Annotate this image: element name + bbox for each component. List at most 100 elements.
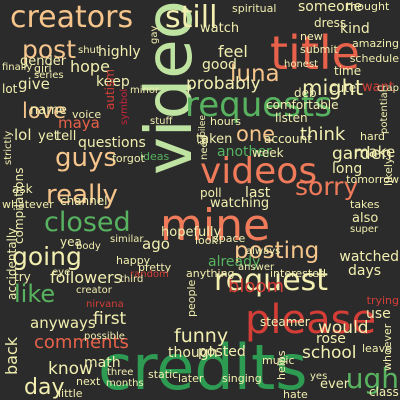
word-lol: lol: [14, 126, 32, 144]
word-another: another: [217, 144, 272, 160]
word-hope: hope: [70, 57, 110, 76]
word-people: people: [185, 279, 198, 317]
word-submit: submit: [300, 43, 338, 56]
word-music: music: [262, 354, 295, 367]
word-guys: guys: [55, 143, 117, 173]
word-leave: leave: [362, 342, 392, 355]
word-ideas: ideas: [140, 150, 170, 163]
word-ugh: ugh: [345, 362, 399, 395]
word-nirvana: nirvana: [86, 299, 124, 310]
word-little: little: [58, 387, 83, 400]
word-ask: ask: [12, 182, 33, 196]
word-long: long: [332, 161, 363, 177]
word-use: use: [366, 306, 391, 322]
word-gender: gender: [20, 54, 67, 69]
word-someone: someone: [298, 0, 363, 15]
word-ever: ever: [320, 377, 350, 392]
word-dress: dress: [314, 16, 347, 30]
word-strictly: strictly: [3, 130, 14, 165]
word-series: series: [34, 70, 64, 81]
word-make: make: [354, 143, 396, 161]
word-already: already: [208, 254, 261, 270]
word-would: would: [318, 318, 369, 338]
word-funny: funny: [174, 325, 229, 347]
word-bloom: bloom: [228, 276, 284, 297]
word-title: title: [270, 26, 360, 80]
word-account: account: [264, 132, 312, 146]
word-forgot: forgot: [112, 152, 145, 165]
word-creators: creators: [10, 0, 134, 35]
word-yea: yea: [60, 235, 82, 249]
word-requests: requests: [185, 85, 332, 125]
word-good: good: [202, 57, 237, 73]
word-still: still: [165, 0, 218, 35]
word-might: might: [302, 76, 364, 100]
word-hours: hours: [210, 115, 241, 128]
word-followers: followers: [50, 268, 122, 287]
word-sorry: sorry: [295, 172, 359, 201]
word-likely: likely: [382, 157, 395, 186]
word-super: super: [350, 224, 379, 235]
word-next: next: [76, 375, 101, 388]
word-kind: kind: [340, 21, 370, 37]
word-like: like: [14, 280, 56, 308]
word-girl: girl: [34, 62, 52, 75]
word-name: name: [30, 103, 67, 118]
word-new: new: [300, 30, 323, 43]
word-math: math: [84, 355, 121, 371]
word-ago: ago: [142, 235, 170, 253]
word-creator: creator: [76, 285, 112, 296]
word-videos: videos: [200, 151, 318, 192]
word-always: always: [246, 246, 281, 257]
word-days: days: [348, 263, 382, 279]
word-really: really: [46, 180, 118, 210]
word-body: body: [76, 241, 101, 252]
word-pretty: pretty: [138, 261, 172, 274]
word-post: post: [22, 35, 76, 64]
word-day: day: [24, 375, 65, 400]
word-love: love: [22, 99, 67, 123]
word-feel: feel: [218, 42, 248, 61]
word-random: random: [130, 269, 169, 280]
word-poll: poll: [200, 186, 222, 200]
word-look: look: [195, 234, 218, 247]
word-though: though: [168, 345, 218, 361]
word-back: back: [2, 336, 21, 375]
word-months: months: [106, 378, 144, 389]
word-takes: takes: [350, 198, 380, 211]
word-one: one: [236, 122, 276, 146]
word-yes: yes: [310, 371, 328, 382]
word-crap: crap: [376, 83, 399, 94]
word-possible: possible: [84, 331, 125, 342]
word-maya: maya: [58, 114, 100, 132]
word-know: know: [48, 359, 93, 379]
word-want: want: [362, 80, 394, 95]
word-trying: trying: [366, 294, 399, 307]
word-comments: comments: [34, 332, 129, 353]
word-class: class: [369, 385, 399, 399]
word-closed: closed: [44, 207, 131, 238]
word-rose: rose: [316, 331, 346, 347]
word-space: space: [213, 232, 246, 245]
word-gay: gay: [149, 25, 160, 44]
word-taken: taken: [196, 132, 233, 147]
word-yet: yet: [38, 129, 59, 144]
word-happy: happy: [116, 254, 151, 267]
word-finally: finally: [2, 62, 33, 73]
word-also: also: [352, 211, 379, 226]
word-posting: posting: [234, 238, 320, 264]
word-jubilee: jubilee: [198, 115, 208, 145]
word-similar: similar: [110, 234, 144, 245]
word-going: going: [12, 242, 82, 271]
word-three: three: [107, 367, 134, 378]
word-highly: highly: [98, 44, 141, 60]
word-symbol: symbol: [119, 88, 130, 125]
word-honest: honest: [284, 59, 319, 70]
word-time: time: [334, 64, 362, 78]
word-interested: interested: [270, 267, 326, 280]
word-tomorrow: tomorrow: [346, 173, 399, 186]
word-listen: listen: [275, 111, 308, 125]
word-lot: lot: [2, 82, 18, 96]
word-deb: deb: [294, 86, 317, 100]
word-last: last: [245, 185, 271, 201]
